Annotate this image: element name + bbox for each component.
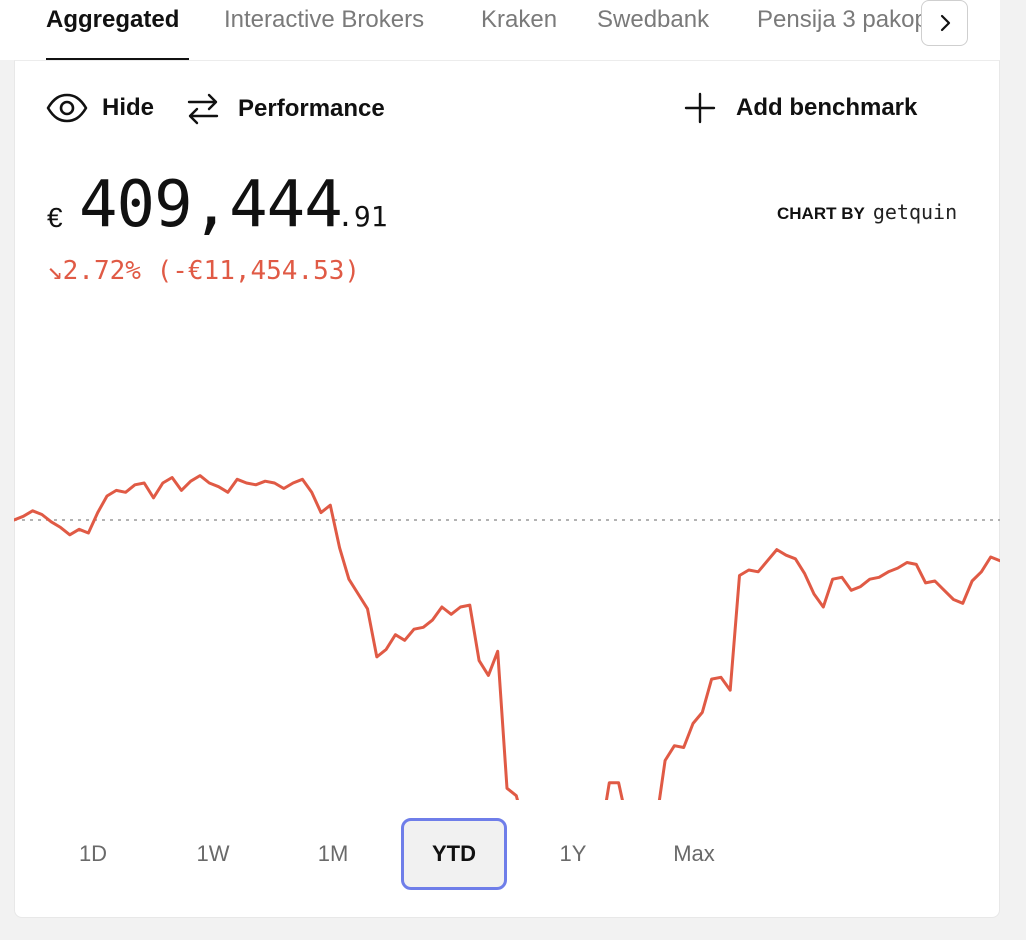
currency-symbol: €	[47, 202, 63, 233]
tab-interactive-brokers[interactable]: Interactive Brokers	[224, 6, 425, 33]
chevron-right-icon	[940, 14, 950, 32]
value-main: 409,444	[79, 168, 343, 242]
active-tab-indicator	[46, 58, 189, 60]
range-1d-button[interactable]: 1D	[78, 841, 108, 866]
value-decimals: .91	[337, 200, 388, 233]
tab-overflow-clip: Pensija 3 pakopa	[757, 0, 927, 46]
tab-aggregated[interactable]: Aggregated	[46, 6, 180, 33]
tab-kraken[interactable]: Kraken	[481, 6, 558, 33]
chart-by-label: CHART BY	[777, 204, 865, 223]
range-1m-button[interactable]: 1M	[317, 841, 349, 866]
hide-label: Hide	[102, 94, 155, 121]
swap-arrows-icon	[187, 93, 219, 125]
change-text: 2.72% (-€11,454.53)	[62, 256, 361, 286]
tab-swedbank[interactable]: Swedbank	[597, 6, 710, 33]
range-ytd-button[interactable]: YTD	[401, 818, 507, 890]
tabs-next-button[interactable]	[921, 0, 968, 46]
tab-pensija[interactable]: Pensija 3 pakopa	[757, 6, 927, 33]
account-tabs: Aggregated Interactive Brokers Kraken Sw…	[0, 0, 1000, 60]
getquin-logo: getquin	[872, 200, 958, 224]
range-1y-button[interactable]: 1Y	[559, 841, 587, 866]
add-benchmark-button[interactable]: Add benchmark	[684, 92, 917, 124]
eye-icon	[46, 93, 88, 123]
series-line	[14, 474, 1000, 800]
performance-label: Performance	[238, 95, 385, 122]
performance-button[interactable]: Performance	[185, 92, 385, 126]
range-max-button[interactable]: Max	[673, 841, 715, 866]
trend-down-arrow-icon: ↘	[47, 256, 63, 286]
hide-button[interactable]: Hide	[46, 92, 154, 124]
plus-icon	[684, 92, 716, 124]
performance-chart[interactable]	[14, 300, 1000, 800]
range-1w-button[interactable]: 1W	[196, 841, 230, 866]
performance-change: ↘2.72% (-€11,454.53)	[47, 256, 360, 286]
chart-attribution: CHART BY getquin	[777, 200, 957, 224]
add-benchmark-label: Add benchmark	[736, 94, 918, 121]
